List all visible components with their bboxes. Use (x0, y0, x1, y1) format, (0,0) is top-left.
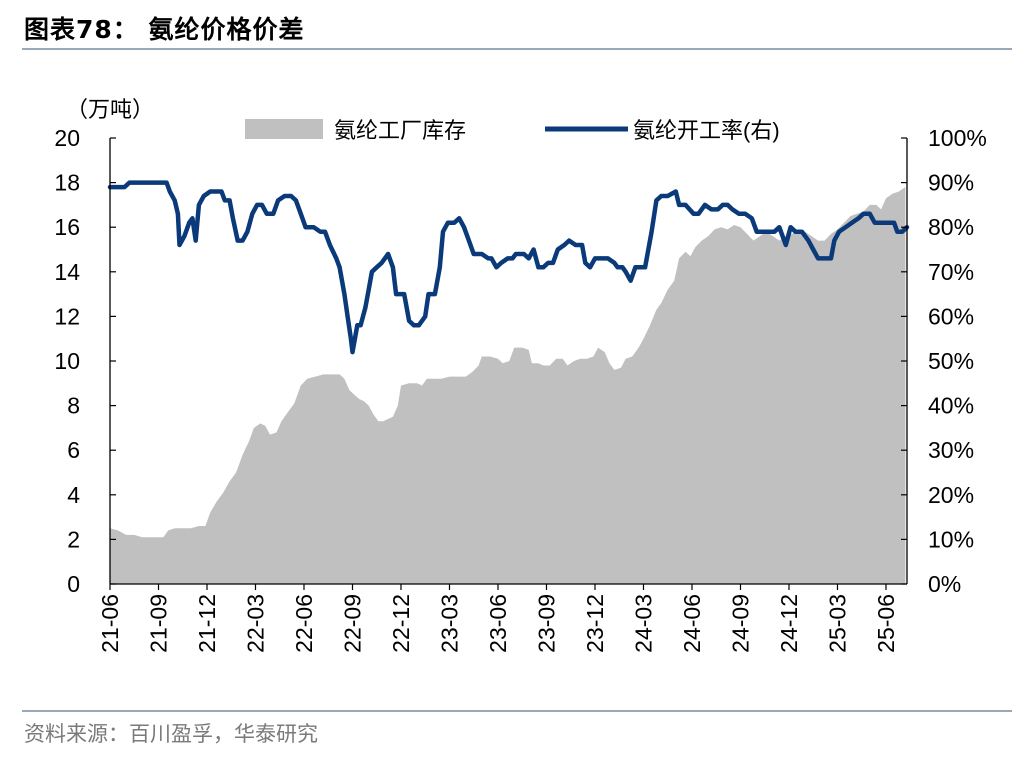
inventory-area (110, 187, 906, 584)
right-tick-label: 50% (928, 348, 974, 374)
left-tick-label: 2 (67, 526, 80, 552)
x-tick-label: 23-06 (485, 594, 511, 653)
left-axis-ticks: 0 2 4 6 8 10 12 14 16 18 20 (54, 125, 116, 597)
left-tick-label: 6 (67, 437, 80, 463)
footer-rule (22, 710, 1012, 712)
x-tick-label: 22-03 (243, 594, 269, 653)
right-tick-label: 90% (928, 170, 974, 196)
x-tick-label: 25-06 (873, 594, 899, 653)
x-tick-label: 24-03 (631, 594, 657, 653)
left-tick-label: 4 (67, 482, 80, 508)
left-tick-label: 0 (67, 571, 80, 597)
right-tick-label: 0% (928, 571, 961, 597)
x-tick-label: 23-09 (534, 594, 560, 653)
x-tick-label: 22-09 (340, 594, 366, 653)
x-tick-label: 24-09 (728, 594, 754, 653)
right-tick-label: 30% (928, 437, 974, 463)
chart: 0 2 4 6 8 10 12 14 16 18 20 0% 10% 20% 30% 40% 50% 60% 70… (54, 97, 987, 653)
x-tick-label: 24-12 (776, 594, 802, 653)
x-tick-label: 22-06 (291, 594, 317, 653)
legend-label-inventory: 氨纶工厂库存 (334, 118, 466, 143)
right-tick-label: 60% (928, 303, 974, 329)
legend-swatch-inventory (245, 119, 323, 139)
x-tick-label: 25-03 (825, 594, 851, 653)
x-tick-label: 23-12 (582, 594, 608, 653)
inventory-area-series (110, 187, 906, 584)
legend: 氨纶工厂库存 氨纶开工率(右) (245, 118, 780, 143)
left-tick-label: 8 (67, 393, 80, 419)
left-tick-label: 10 (54, 348, 80, 374)
right-axis-ticks: 0% 10% 20% 30% 40% 50% 60% 70% 80% 90% 100% (901, 125, 987, 597)
x-axis-ticks: 21-06 21-09 21-12 22-03 22-06 22-09 22-12 23-03… (97, 584, 899, 653)
left-axis-unit-label: （万吨） (66, 97, 154, 122)
figure-title: 图表78： 氨纶价格价差 (24, 15, 305, 44)
x-tick-label: 21-06 (97, 594, 123, 653)
legend-label-utilization: 氨纶开工率(右) (633, 118, 780, 143)
utilization-line-series (107, 180, 910, 355)
right-tick-label: 20% (928, 482, 974, 508)
right-tick-label: 70% (928, 259, 974, 285)
right-tick-label: 40% (928, 393, 974, 419)
right-tick-label: 100% (928, 125, 987, 151)
x-tick-label: 21-09 (146, 594, 172, 653)
utilization-line (107, 180, 910, 355)
left-tick-label: 14 (54, 259, 80, 285)
source-note: 资料来源：百川盈孚，华泰研究 (24, 722, 318, 746)
x-tick-label: 21-12 (194, 594, 220, 653)
title-rule (22, 48, 1012, 50)
x-tick-label: 24-06 (679, 594, 705, 653)
left-tick-label: 20 (54, 125, 80, 151)
right-tick-label: 10% (928, 526, 974, 552)
right-tick-label: 80% (928, 214, 974, 240)
left-tick-label: 12 (54, 303, 80, 329)
left-tick-label: 18 (54, 170, 80, 196)
x-tick-label: 23-03 (437, 594, 463, 653)
x-tick-label: 22-12 (388, 594, 414, 653)
left-tick-label: 16 (54, 214, 80, 240)
